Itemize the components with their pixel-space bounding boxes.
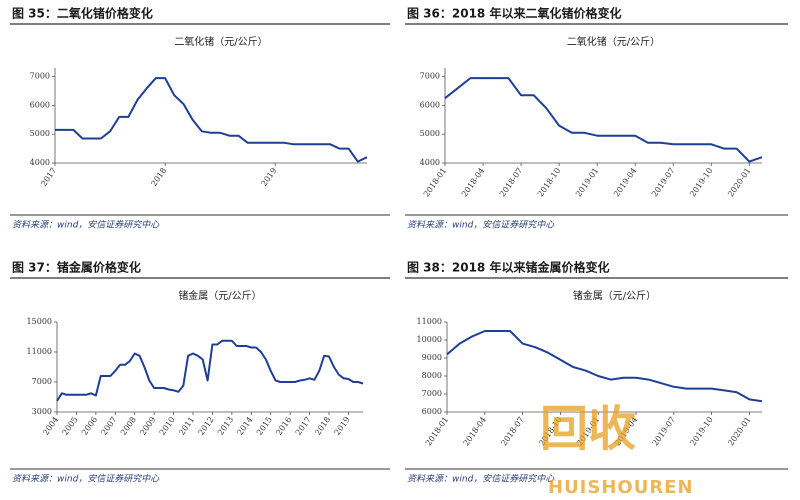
y-tick-label: 7000 <box>30 72 50 81</box>
source-note: 资料来源：wind，安信证券研究中心 <box>407 474 555 485</box>
x-tick-label: 2019-07 <box>650 166 676 198</box>
source-note: 资料来源：wind，安信证券研究中心 <box>12 220 160 231</box>
chart-subtitle: 二氧化锗（元/公斤） <box>174 35 267 48</box>
x-tick-label: 2018 <box>149 166 168 188</box>
x-tick-label: 2019-10 <box>688 415 714 447</box>
price-line <box>56 339 364 402</box>
y-tick-label: 7000 <box>420 72 440 81</box>
y-tick-label: 15000 <box>27 317 52 326</box>
x-tick-label: 2018-10 <box>536 166 562 198</box>
x-tick-label: 2019-01 <box>574 166 600 198</box>
x-tick-label: 2007 <box>100 415 119 437</box>
x-tick-label: 2020-01 <box>726 415 752 447</box>
price-line <box>444 77 763 163</box>
x-tick-label: 2018-01 <box>422 166 448 198</box>
y-tick-label: 6000 <box>30 100 50 109</box>
x-tick-label: 2016 <box>274 415 293 437</box>
y-tick-label: 6000 <box>422 407 442 416</box>
source-note: 资料来源：wind，安信证券研究中心 <box>407 220 555 231</box>
x-tick-label: 2017 <box>294 415 313 437</box>
x-tick-label: 2010 <box>158 415 177 437</box>
x-tick-label: 2015 <box>255 415 274 437</box>
x-tick-label: 2005 <box>61 415 80 437</box>
x-tick-label: 2019 <box>333 415 352 437</box>
y-tick-label: 4000 <box>420 158 440 167</box>
price-line <box>55 77 368 163</box>
watermark-text: HUISHOUREN <box>548 477 694 498</box>
x-tick-label: 2018-04 <box>460 166 486 198</box>
y-tick-label: 3000 <box>32 407 52 416</box>
x-tick-label: 2019-07 <box>651 415 677 447</box>
x-tick-label: 2019 <box>259 166 278 188</box>
chart-subtitle: 锗金属（元/公斤） <box>573 289 656 302</box>
chart-title: 图 35：二氧化锗价格变化 <box>12 6 153 21</box>
chart-subtitle: 锗金属（元/公斤） <box>178 289 261 302</box>
x-tick-label: 2018 <box>313 415 332 437</box>
y-tick-label: 5000 <box>30 129 50 138</box>
chart-subtitle: 二氧化锗（元/公斤） <box>567 35 660 48</box>
y-tick-label: 4000 <box>30 158 50 167</box>
x-tick-label: 2004 <box>41 415 60 437</box>
x-tick-label: 2020-01 <box>726 166 752 198</box>
y-tick-label: 11000 <box>417 317 442 326</box>
x-tick-label: 2018-04 <box>462 415 488 447</box>
y-tick-label: 7000 <box>422 389 442 398</box>
price-line <box>446 330 763 403</box>
y-tick-label: 7000 <box>32 377 52 386</box>
x-tick-label: 2006 <box>80 415 99 437</box>
y-tick-label: 11000 <box>27 347 52 356</box>
x-tick-label: 2018-01 <box>424 415 450 447</box>
y-tick-label: 8000 <box>422 371 442 380</box>
x-tick-label: 2014 <box>236 415 255 437</box>
watermark: 回收 HUISHOUREN <box>540 401 694 498</box>
y-tick-label: 6000 <box>420 100 440 109</box>
y-tick-label: 9000 <box>422 353 442 362</box>
x-tick-label: 2011 <box>177 415 196 437</box>
y-tick-label: 5000 <box>420 129 440 138</box>
x-tick-label: 2008 <box>119 415 138 437</box>
x-tick-label: 2013 <box>216 415 235 437</box>
chart-title: 图 38：2018 年以来锗金属价格变化 <box>407 260 609 275</box>
x-tick-label: 2017 <box>39 166 58 188</box>
watermark-logo: 回收 <box>540 401 636 457</box>
y-tick-label: 10000 <box>417 335 442 344</box>
source-note: 资料来源：wind，安信证券研究中心 <box>12 474 160 485</box>
x-tick-label: 2019-10 <box>688 166 714 198</box>
chart-title: 图 37：锗金属价格变化 <box>12 260 141 275</box>
chart-title: 图 36：2018 年以来二氧化锗价格变化 <box>407 6 621 21</box>
x-tick-label: 2012 <box>197 415 216 437</box>
x-tick-label: 2018-07 <box>499 415 525 447</box>
x-tick-label: 2009 <box>138 415 157 437</box>
x-tick-label: 2019-04 <box>612 166 638 198</box>
x-tick-label: 2018-07 <box>498 166 524 198</box>
